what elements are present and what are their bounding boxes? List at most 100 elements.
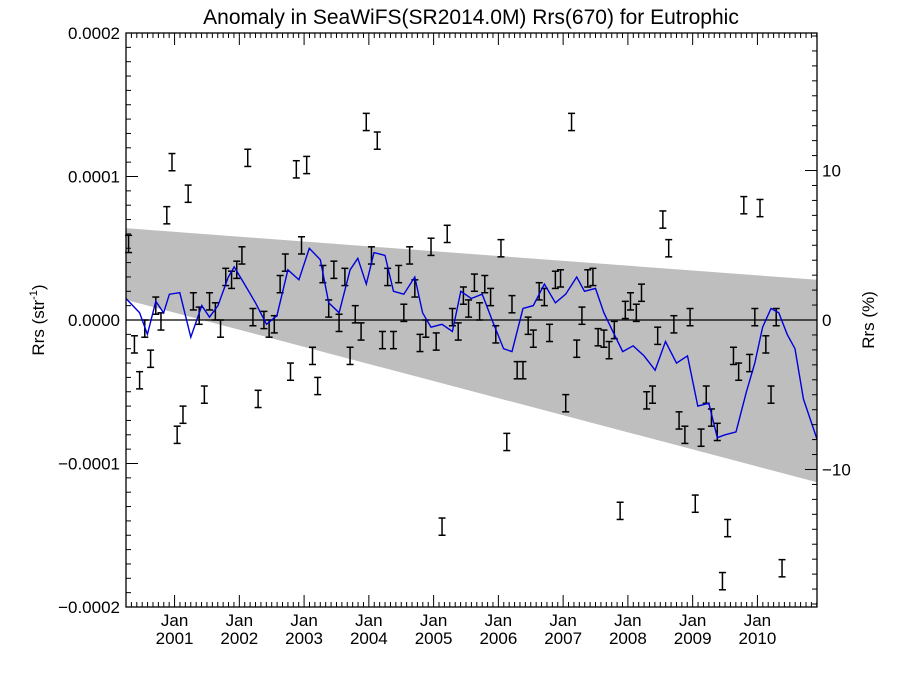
data-point-errorbar bbox=[697, 428, 705, 448]
data-point-errorbar bbox=[649, 385, 657, 404]
data-point-errorbar bbox=[503, 432, 511, 452]
data-point-errorbar bbox=[335, 313, 343, 333]
data-point-errorbar bbox=[756, 198, 764, 218]
data-point-errorbar bbox=[740, 195, 748, 215]
data-point-errorbar bbox=[568, 112, 576, 132]
data-point-errorbar bbox=[233, 260, 241, 280]
x-tick-label-month: Jan bbox=[290, 611, 317, 630]
data-point-errorbar bbox=[168, 152, 176, 172]
data-point-errorbar bbox=[487, 287, 495, 307]
data-point-errorbar bbox=[438, 517, 446, 536]
y-axis-label-right: Rrs (%) bbox=[859, 291, 878, 349]
data-point-errorbar bbox=[573, 339, 581, 359]
errorbar-layer bbox=[125, 112, 786, 591]
data-point-errorbar bbox=[152, 296, 160, 316]
data-point-errorbar bbox=[292, 159, 300, 179]
data-point-errorbar bbox=[303, 155, 311, 175]
uncertainty-band-layer bbox=[126, 228, 817, 483]
data-point-errorbar bbox=[670, 314, 678, 334]
data-point-errorbar bbox=[546, 323, 554, 343]
data-point-errorbar bbox=[524, 316, 532, 336]
data-point-errorbar bbox=[675, 411, 683, 430]
y-left-tick-label: −0.0002 bbox=[58, 598, 120, 617]
x-tick-label-year: 2005 bbox=[415, 629, 453, 648]
x-tick-label-year: 2004 bbox=[350, 629, 388, 648]
x-tick-label-month: Jan bbox=[679, 611, 706, 630]
data-point-errorbar bbox=[659, 210, 667, 229]
x-tick-label-month: Jan bbox=[614, 611, 641, 630]
x-tick-label-month: Jan bbox=[355, 611, 382, 630]
data-point-errorbar bbox=[244, 148, 252, 168]
x-tick-label-year: 2009 bbox=[674, 629, 712, 648]
data-point-errorbar bbox=[637, 283, 645, 303]
data-point-errorbar bbox=[400, 303, 408, 323]
data-point-errorbar bbox=[643, 391, 651, 410]
chart-title: Anomaly in SeaWiFS(SR2014.0M) Rrs(670) f… bbox=[203, 6, 739, 29]
y-right-tick-label: 10 bbox=[822, 162, 841, 181]
data-point-errorbar bbox=[147, 349, 155, 369]
x-tick-label-year: 2001 bbox=[156, 629, 194, 648]
y-left-tick-label: 0.0000 bbox=[68, 311, 120, 330]
data-point-errorbar bbox=[362, 112, 370, 132]
data-point-errorbar bbox=[476, 302, 484, 321]
data-point-errorbar bbox=[600, 329, 608, 349]
x-tick-label-month: Jan bbox=[420, 611, 447, 630]
x-tick-label-year: 2003 bbox=[285, 629, 323, 648]
x-tick-label-year: 2002 bbox=[220, 629, 258, 648]
data-point-errorbar bbox=[686, 307, 694, 327]
data-point-errorbar bbox=[465, 299, 473, 318]
data-point-errorbar bbox=[416, 333, 424, 353]
data-point-errorbar bbox=[578, 306, 586, 326]
x-tick-label-month: Jan bbox=[161, 611, 188, 630]
data-point-errorbar bbox=[341, 267, 349, 287]
x-tick-label-year: 2007 bbox=[544, 629, 582, 648]
data-point-errorbar bbox=[443, 224, 451, 244]
y-left-tick-label: 0.0001 bbox=[68, 168, 120, 187]
data-point-errorbar bbox=[163, 205, 171, 225]
x-tick-label-year: 2006 bbox=[479, 629, 517, 648]
data-point-errorbar bbox=[519, 360, 527, 380]
x-tick-label-year: 2008 bbox=[609, 629, 647, 648]
data-point-errorbar bbox=[529, 329, 537, 349]
data-point-errorbar bbox=[249, 307, 257, 327]
x-tick-label-month: Jan bbox=[485, 611, 512, 630]
data-point-errorbar bbox=[254, 389, 262, 409]
x-tick-label-year: 2010 bbox=[739, 629, 777, 648]
data-point-errorbar bbox=[751, 307, 759, 327]
data-point-errorbar bbox=[621, 300, 629, 320]
data-point-errorbar bbox=[346, 346, 354, 366]
smoothed-line-layer bbox=[125, 246, 818, 440]
data-point-errorbar bbox=[589, 267, 597, 287]
data-point-errorbar bbox=[357, 322, 365, 341]
data-point-errorbar bbox=[735, 362, 743, 382]
data-point-errorbar bbox=[724, 518, 732, 538]
x-tick-label-month: Jan bbox=[549, 611, 576, 630]
data-point-errorbar bbox=[309, 346, 317, 366]
data-point-errorbar bbox=[508, 294, 516, 314]
x-tick-label-month: Jan bbox=[226, 611, 253, 630]
y-left-tick-label: −0.0001 bbox=[58, 455, 120, 474]
data-point-errorbar bbox=[497, 238, 505, 258]
data-point-errorbar bbox=[481, 274, 489, 294]
data-point-errorbar bbox=[427, 237, 435, 257]
y-axis-label-left: Rrs (str-1) bbox=[28, 284, 48, 355]
y-left-tick-label: 0.0002 bbox=[68, 24, 120, 43]
x-tick-label-month: Jan bbox=[744, 611, 771, 630]
data-point-errorbar bbox=[184, 184, 192, 204]
data-point-errorbar bbox=[584, 269, 592, 288]
data-point-errorbar bbox=[179, 405, 187, 425]
data-point-errorbar bbox=[395, 264, 403, 284]
y-right-tick-label: 0 bbox=[822, 311, 831, 330]
data-point-errorbar bbox=[470, 273, 478, 293]
data-point-errorbar bbox=[665, 238, 673, 258]
data-point-errorbar bbox=[373, 131, 381, 150]
data-point-errorbar bbox=[718, 571, 726, 591]
data-point-errorbar bbox=[616, 501, 624, 521]
data-point-errorbar bbox=[189, 291, 197, 311]
data-point-errorbar bbox=[173, 425, 181, 445]
y-axis-label-left-close: ) bbox=[29, 284, 48, 290]
data-point-errorbar bbox=[778, 558, 786, 578]
data-point-errorbar bbox=[557, 269, 565, 288]
y-right-tick-label: −10 bbox=[822, 460, 851, 479]
smoothed-series-line bbox=[125, 246, 818, 440]
